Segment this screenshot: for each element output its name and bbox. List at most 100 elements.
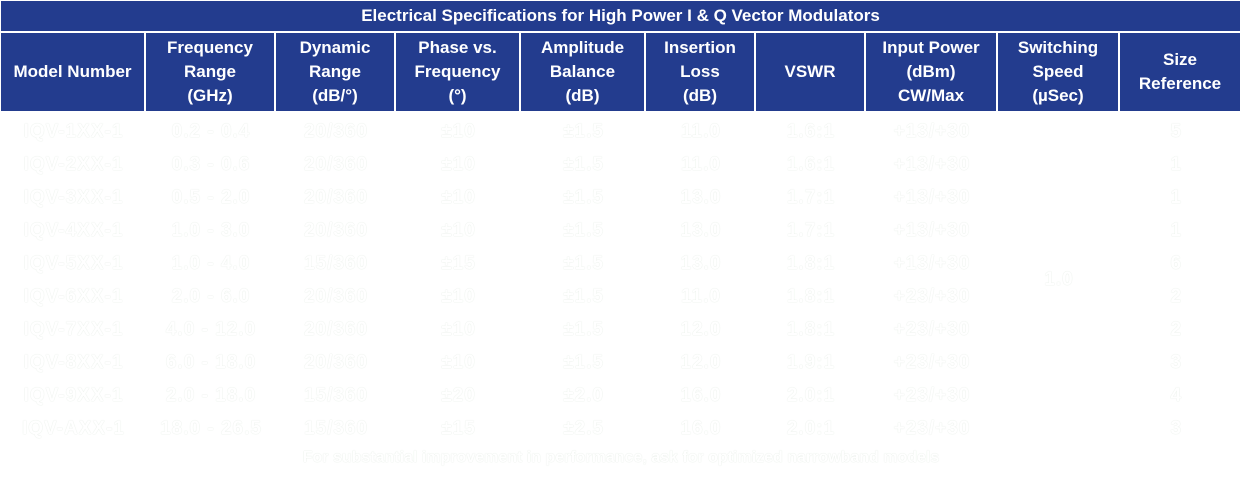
cell-model-number: IQV-AXX-1 <box>22 417 125 439</box>
cell-frequency-range: 0.5 - 2.0 <box>171 186 251 208</box>
cell-insertion-loss: 11.0 <box>681 153 721 175</box>
header-model-number: Model Number <box>1 33 146 111</box>
header-line: Amplitude <box>540 38 625 57</box>
header-line: CW/Max <box>897 86 965 105</box>
header-vswr: VSWR <box>756 33 866 111</box>
cell-model-number: IQV-7XX-1 <box>23 318 124 340</box>
cell-phase-vs-frequency: ±10 <box>441 219 476 241</box>
table-row: IQV-1XX-1 0.2 - 0.4 20/360 ±10 ±1.5 11.0 1.6:1… <box>1 111 1240 291</box>
cell-dynamic-range: 15/360 <box>303 417 369 439</box>
header-size-reference: Size Reference <box>1120 33 1241 111</box>
cell-phase-vs-frequency: ±20 <box>441 384 476 406</box>
cell-dynamic-range: 20/360 <box>303 153 369 175</box>
table-body: IQV-1XX-1 0.2 - 0.4 20/360 ±10 ±1.5 11.0 1.6:1… <box>1 111 1240 445</box>
cell-vswr: 2.0:1 <box>786 417 836 439</box>
cell-insertion-loss: 13.0 <box>680 219 722 241</box>
cell-insertion-loss: 11.0 <box>681 285 721 307</box>
header-line: (dB) <box>683 86 717 105</box>
cell-dynamic-range: 20/360 <box>303 318 369 340</box>
cell-amplitude-balance: ±1.5 <box>563 318 604 340</box>
cell-phase-vs-frequency: ±10 <box>441 285 476 307</box>
cell-frequency-range: 18.0 - 26.5 <box>160 417 262 439</box>
header-line: Frequency <box>414 62 501 81</box>
header-line: (µSec) <box>1032 86 1084 105</box>
cell-input-power: +23/+30 <box>893 318 971 340</box>
cell-insertion-loss: 12.0 <box>680 318 722 340</box>
cell-insertion-loss: 16.0 <box>680 384 722 406</box>
cell-model-number: IQV-2XX-1 <box>23 153 124 175</box>
header-dynamic-range: Dynamic Range (dB/°) <box>276 33 396 111</box>
cell-phase-vs-frequency: ±15 <box>441 417 476 439</box>
cell-vswr: 1.9:1 <box>786 351 836 373</box>
cell-model-number: IQV-3XX-1 <box>23 186 124 208</box>
cell-insertion-loss: 16.0 <box>680 417 722 439</box>
header-line: Frequency <box>167 38 253 57</box>
cell-input-power: +23/+30 <box>893 285 971 307</box>
cell-phase-vs-frequency: ±10 <box>441 153 476 175</box>
cell-dynamic-range: 20/360 <box>303 351 369 373</box>
cell-phase-vs-frequency: ±10 <box>441 351 476 373</box>
cell-input-power: +23/+30 <box>893 351 971 373</box>
cell-amplitude-balance: ±2.5 <box>563 417 604 439</box>
table-row: IQV-5XX-1 1.0 - 4.0 15/360 ±15 ±1.5 13.0 1.8:1… <box>1 247 1240 280</box>
table-row: IQV-8XX-1 6.0 - 18.0 20/360 ±10 ±1.5 12.0 1.9:… <box>1 346 1240 379</box>
cell-insertion-loss: 12.0 <box>680 351 722 373</box>
cell-vswr: 1.7:1 <box>786 219 836 241</box>
header-line: Range <box>184 62 236 81</box>
header-line: Phase vs. <box>418 38 497 57</box>
cell-size-reference: 2 <box>1170 285 1183 307</box>
cell-amplitude-balance: ±1.5 <box>563 186 604 208</box>
cell-amplitude-balance: ±2.0 <box>563 384 604 406</box>
header-line: (dBm) <box>906 62 956 81</box>
cell-input-power: +13/+30 <box>893 186 971 208</box>
cell-size-reference: 2 <box>1170 318 1183 340</box>
header-line: (dB) <box>565 86 600 105</box>
header-line: VSWR <box>784 62 836 81</box>
header-line: Range <box>309 62 361 81</box>
header-input-power: Input Power (dBm) CW/Max <box>866 33 998 111</box>
cell-input-power: +13/+30 <box>893 120 971 142</box>
header-line: Switching <box>1017 38 1099 57</box>
table-row: IQV-4XX-1 1.0 - 3.0 20/360 ±10 ±1.5 13.0 1.7:1… <box>1 214 1240 247</box>
cell-dynamic-range: 20/360 <box>303 219 369 241</box>
cell-model-number: IQV-5XX-1 <box>23 252 124 274</box>
cell-size-reference: 4 <box>1170 384 1183 406</box>
cell-amplitude-balance: ±1.5 <box>563 351 604 373</box>
cell-size-reference: 6 <box>1170 252 1183 274</box>
cell-size-reference: 1 <box>1170 186 1183 208</box>
cell-vswr: 1.8:1 <box>786 285 836 307</box>
cell-phase-vs-frequency: ±10 <box>441 120 476 142</box>
cell-model-number: IQV-9XX-1 <box>23 384 124 406</box>
cell-input-power: +23/+30 <box>893 384 971 406</box>
header-line: Dynamic <box>299 38 371 57</box>
cell-amplitude-balance: ±1.5 <box>563 219 604 241</box>
cell-phase-vs-frequency: ±10 <box>441 318 476 340</box>
cell-amplitude-balance: ±1.5 <box>563 252 604 274</box>
cell-vswr: 1.7:1 <box>786 186 836 208</box>
cell-model-number: IQV-6XX-1 <box>23 285 124 307</box>
cell-size-reference: 1 <box>1170 153 1183 175</box>
cell-amplitude-balance: ±1.5 <box>563 120 604 142</box>
cell-switching-speed: 1.0 <box>1044 269 1074 290</box>
cell-model-number: IQV-8XX-1 <box>23 351 124 373</box>
cell-insertion-loss: 13.0 <box>680 252 722 274</box>
cell-model-number: IQV-1XX-1 <box>23 120 124 142</box>
header-line: Reference <box>1138 74 1222 93</box>
cell-frequency-range: 2.0 - 6.0 <box>171 285 251 307</box>
cell-dynamic-range: 20/360 <box>303 120 369 142</box>
header-line: Loss <box>680 62 720 81</box>
header-row: Model Number Frequency Range (GHz) Dynamic Ra… <box>1 33 1241 111</box>
cell-amplitude-balance: ±1.5 <box>563 153 604 175</box>
cell-frequency-range: 6.0 - 18.0 <box>165 351 257 373</box>
cell-insertion-loss: 11.0 <box>681 120 721 142</box>
header-line: Balance <box>549 62 616 81</box>
table-row: IQV-7XX-1 4.0 - 12.0 20/360 ±10 ±1.5 12.0 1.8:… <box>1 313 1240 346</box>
cell-input-power: +13/+30 <box>893 219 971 241</box>
cell-vswr: 1.6:1 <box>786 120 836 142</box>
header-line: (dB/°) <box>312 86 358 105</box>
cell-size-reference: 3 <box>1170 351 1183 373</box>
cell-vswr: 2.0:1 <box>786 384 836 406</box>
cell-amplitude-balance: ±1.5 <box>563 285 604 307</box>
table-row: IQV-2XX-1 0.3 - 0.6 20/360 ±10 ±1.5 11.0 1.6:1… <box>1 148 1240 181</box>
